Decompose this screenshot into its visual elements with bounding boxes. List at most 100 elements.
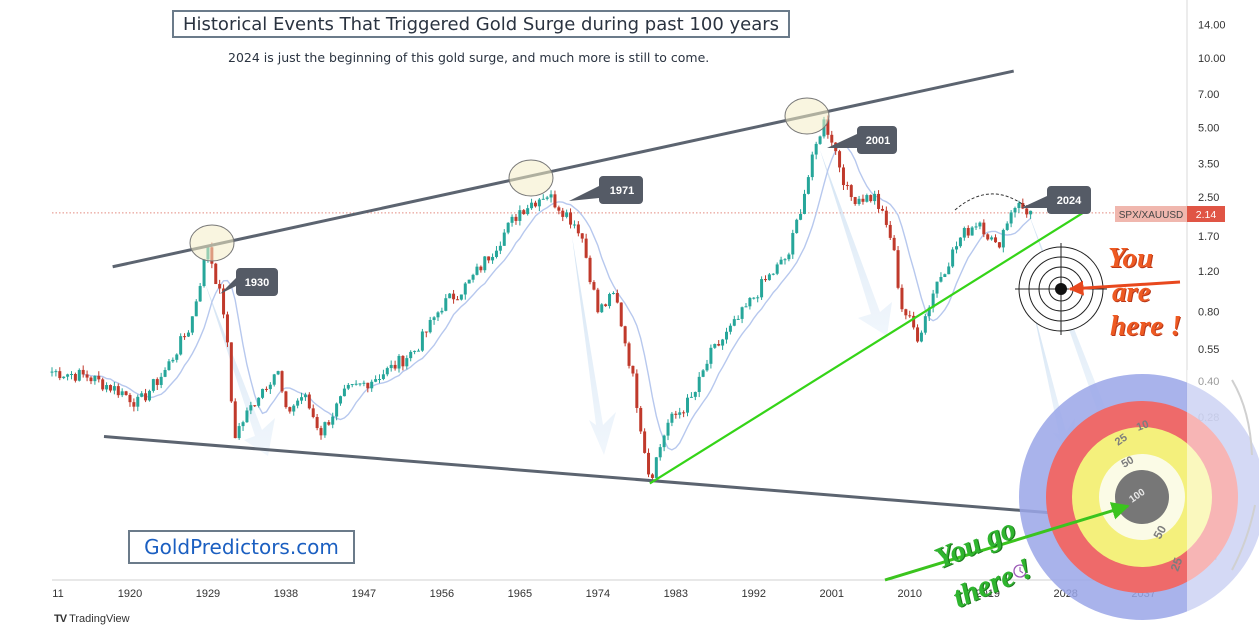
x-tick-label: 1938 xyxy=(274,588,298,600)
candle-body xyxy=(744,306,748,308)
candle-body xyxy=(144,393,148,401)
candle-body xyxy=(225,314,229,343)
tradingview-label: TradingView xyxy=(69,613,130,625)
candle-body xyxy=(136,396,140,407)
candle-body xyxy=(736,318,740,320)
candle-body xyxy=(810,154,814,178)
candle-body xyxy=(502,232,506,246)
candle-body xyxy=(292,405,296,412)
candle-body xyxy=(257,397,261,406)
candle-body xyxy=(1017,203,1021,208)
candle-body xyxy=(935,281,939,294)
ring-label-25-lower: 25 xyxy=(1168,555,1186,573)
candle-body xyxy=(214,263,218,285)
candle-body xyxy=(268,384,272,390)
candle-body xyxy=(362,382,366,384)
y-tick-label: 3.50 xyxy=(1198,158,1219,170)
y-tick-label: 14.00 xyxy=(1198,19,1226,31)
candle-body xyxy=(233,401,237,439)
candle-body xyxy=(436,312,440,318)
candle-body xyxy=(229,342,233,402)
candle-body xyxy=(830,134,834,143)
candlestick-series xyxy=(50,115,1033,481)
candle-body xyxy=(943,274,947,277)
candle-body xyxy=(530,202,534,209)
candle-body xyxy=(721,339,725,346)
x-tick-label: 2019 xyxy=(975,588,999,600)
x-tick-label: 2001 xyxy=(820,588,844,600)
ring-label-50-lower: 50 xyxy=(1150,523,1169,542)
candle-body xyxy=(101,379,105,390)
candle-body xyxy=(311,408,315,418)
candle-body xyxy=(978,222,982,227)
candle-body xyxy=(654,457,658,478)
candle-body xyxy=(66,374,70,377)
candle-body xyxy=(717,343,721,346)
candle-body xyxy=(849,185,853,198)
x-tick-label: 1983 xyxy=(664,588,688,600)
candle-body xyxy=(1013,207,1017,213)
candle-body xyxy=(576,224,580,234)
candle-body xyxy=(342,388,346,397)
candle-body xyxy=(666,422,670,436)
candle-body xyxy=(892,237,896,251)
candle-body xyxy=(69,373,73,375)
you-are-here-word-1: You xyxy=(1108,242,1154,274)
candle-body xyxy=(190,316,194,333)
candle-body xyxy=(845,185,849,187)
candle-body xyxy=(494,250,498,257)
candle-body xyxy=(533,202,537,207)
candle-body xyxy=(623,326,627,344)
candle-body xyxy=(580,233,584,239)
candle-body xyxy=(77,369,81,381)
candle-body xyxy=(693,392,697,397)
candle-body xyxy=(916,327,920,342)
candle-body xyxy=(350,384,354,386)
moving-average-line xyxy=(83,143,1032,451)
candle-body xyxy=(183,336,187,338)
candle-body xyxy=(479,266,483,271)
y-tick-label: 5.00 xyxy=(1198,123,1219,135)
candle-body xyxy=(518,210,522,221)
candle-body xyxy=(370,381,374,389)
candle-body xyxy=(381,374,385,380)
candle-body xyxy=(428,319,432,333)
candle-body xyxy=(763,279,767,281)
candle-body xyxy=(413,350,417,352)
candle-body xyxy=(315,417,319,429)
candle-body xyxy=(335,403,339,417)
candle-body xyxy=(537,199,541,207)
candle-body xyxy=(740,307,744,319)
candle-body xyxy=(553,194,557,208)
candle-body xyxy=(307,394,311,409)
candle-body xyxy=(647,452,651,475)
candle-body xyxy=(128,395,132,403)
candle-body xyxy=(549,194,553,198)
candle-body xyxy=(588,257,592,283)
candle-body xyxy=(615,292,619,303)
candle-body xyxy=(280,371,284,392)
candle-body xyxy=(463,283,467,295)
candle-body xyxy=(650,474,654,478)
candle-body xyxy=(795,219,799,234)
candle-body xyxy=(245,410,249,423)
x-tick-label: 1920 xyxy=(118,588,142,600)
candle-body xyxy=(569,212,573,225)
candle-body xyxy=(120,391,124,396)
candle-body xyxy=(222,288,226,315)
candle-body xyxy=(58,371,62,379)
candle-body xyxy=(264,388,268,390)
candle-body xyxy=(420,331,424,351)
event-callouts: 1930 1971 2001 2024 xyxy=(220,126,1091,296)
candle-body xyxy=(896,250,900,288)
candle-body xyxy=(880,208,884,211)
candle-body xyxy=(541,198,545,200)
upper-channel-line xyxy=(112,69,1015,269)
candle-body xyxy=(561,210,565,217)
candle-body xyxy=(346,384,350,389)
callout-label: 1971 xyxy=(610,185,634,197)
candle-body xyxy=(841,167,845,186)
candle-body xyxy=(982,222,986,235)
ring-label-50: 50 xyxy=(1120,454,1137,471)
